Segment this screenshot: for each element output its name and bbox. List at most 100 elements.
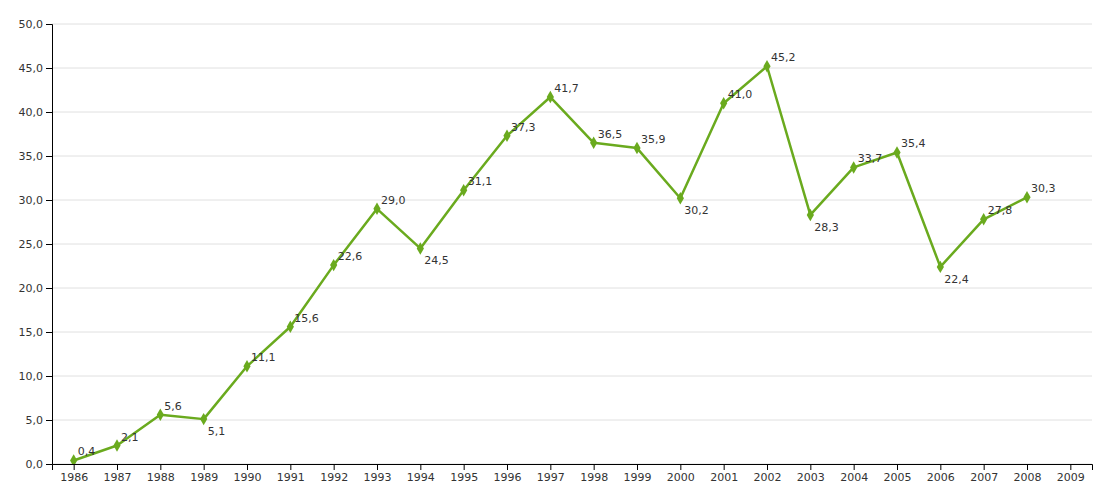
y-tick: 50,0 <box>19 18 53 31</box>
y-tick-label: 15,0 <box>19 326 44 339</box>
data-label: 22,4 <box>944 273 969 286</box>
marker <box>677 192 684 204</box>
x-tick-mark <box>507 464 508 470</box>
x-tick-mark <box>767 464 768 470</box>
x-tick-mark <box>290 464 291 470</box>
x-tick: 1988 <box>147 464 175 484</box>
x-tick: 2002 <box>754 464 782 484</box>
x-tick: 2003 <box>797 464 825 484</box>
x-tick-label: 1994 <box>407 471 435 484</box>
marker <box>807 209 814 221</box>
y-tick-label: 30,0 <box>19 194 44 207</box>
y-tick: 15,0 <box>19 326 53 339</box>
x-tick: 2008 <box>1014 464 1042 484</box>
y-tick-label: 35,0 <box>19 150 44 163</box>
marker <box>720 97 727 109</box>
grid-line <box>52 24 1092 25</box>
x-tick: 2009 <box>1057 464 1085 484</box>
y-tick-label: 0,0 <box>26 458 44 471</box>
x-tick-label: 1996 <box>494 471 522 484</box>
x-tick-label: 1999 <box>624 471 652 484</box>
x-tick-mark <box>334 464 335 470</box>
x-tick-mark <box>420 464 421 470</box>
data-label: 28,3 <box>814 221 839 234</box>
x-tick-mark <box>464 464 465 470</box>
chart: 1986198719881989199019911992199319941995… <box>0 0 1116 496</box>
y-tick-mark <box>46 332 52 333</box>
data-label: 35,9 <box>641 133 666 146</box>
marker <box>287 320 294 332</box>
x-tick: 1992 <box>320 464 348 484</box>
x-tick-label: 2004 <box>840 471 868 484</box>
line <box>74 66 1027 460</box>
x-tick-mark <box>940 464 941 470</box>
marker <box>200 413 207 425</box>
grid-line <box>52 68 1092 69</box>
data-label: 30,3 <box>1031 182 1056 195</box>
x-tick-label: 1992 <box>320 471 348 484</box>
y-tick-label: 20,0 <box>19 282 44 295</box>
x-tick-label: 2006 <box>927 471 955 484</box>
y-tick-label: 40,0 <box>19 106 44 119</box>
y-tick: 10,0 <box>19 370 53 383</box>
x-tick: 2007 <box>970 464 998 484</box>
y-tick-mark <box>46 244 52 245</box>
y-axis-line <box>46 25 53 465</box>
x-tick: 1993 <box>364 464 392 484</box>
data-label: 31,1 <box>468 175 493 188</box>
marker <box>980 213 987 225</box>
x-tick: 1996 <box>494 464 522 484</box>
data-label: 41,7 <box>554 82 579 95</box>
y-tick: 40,0 <box>19 106 53 119</box>
x-tick-mark <box>897 464 898 470</box>
series <box>70 60 1031 464</box>
marker <box>417 242 424 254</box>
marker <box>330 259 337 271</box>
marker <box>113 439 120 451</box>
y-tick-mark <box>46 156 52 157</box>
x-tick-label: 1997 <box>537 471 565 484</box>
x-tick: 1991 <box>277 464 305 484</box>
y-tick-mark <box>46 24 52 25</box>
marker <box>1023 191 1030 203</box>
x-tick-mark <box>637 464 638 470</box>
x-axis: 1986198719881989199019911992199319941995… <box>53 464 1093 484</box>
x-tick-label: 1990 <box>234 471 262 484</box>
y-tick-label: 50,0 <box>19 18 44 31</box>
x-tick-label: 2000 <box>667 471 695 484</box>
y-tick-label: 25,0 <box>19 238 44 251</box>
x-tick-label: 2005 <box>884 471 912 484</box>
x-tick-mark <box>984 464 985 470</box>
y-tick: 5,0 <box>26 414 53 427</box>
x-tick-mark <box>680 464 681 470</box>
x-tick: 2004 <box>840 464 868 484</box>
grid-line <box>52 376 1092 377</box>
data-label: 15,6 <box>294 312 319 325</box>
x-tick-label: 1991 <box>277 471 305 484</box>
x-tick-mark <box>117 464 118 470</box>
y-tick-label: 45,0 <box>19 62 44 75</box>
data-label: 0,4 <box>78 445 96 458</box>
y-axis: 0,0 5,0 10,0 15,0 20,0 25,0 30,0 35,0 40,0 45,0 50… <box>19 18 53 471</box>
data-label: 24,5 <box>424 254 449 267</box>
y-tick-mark <box>46 200 52 201</box>
x-tick-label: 2001 <box>710 471 738 484</box>
grid-line <box>52 332 1092 333</box>
data-label: 36,5 <box>598 128 623 141</box>
x-tick-mark <box>247 464 248 470</box>
x-tick: 1994 <box>407 464 435 484</box>
x-tick-mark <box>854 464 855 470</box>
x-tick: 1987 <box>104 464 132 484</box>
marker <box>243 360 250 372</box>
marker <box>460 184 467 196</box>
x-tick-mark <box>1027 464 1028 470</box>
x-tick-mark <box>724 464 725 470</box>
data-label: 41,0 <box>728 88 753 101</box>
x-tick: 2005 <box>884 464 912 484</box>
y-tick-mark <box>46 420 52 421</box>
x-tick-label: 2007 <box>970 471 998 484</box>
data-label: 5,1 <box>208 425 226 438</box>
data-label: 5,6 <box>164 400 182 413</box>
x-tick-label: 1988 <box>147 471 175 484</box>
x-tick: 1999 <box>624 464 652 484</box>
